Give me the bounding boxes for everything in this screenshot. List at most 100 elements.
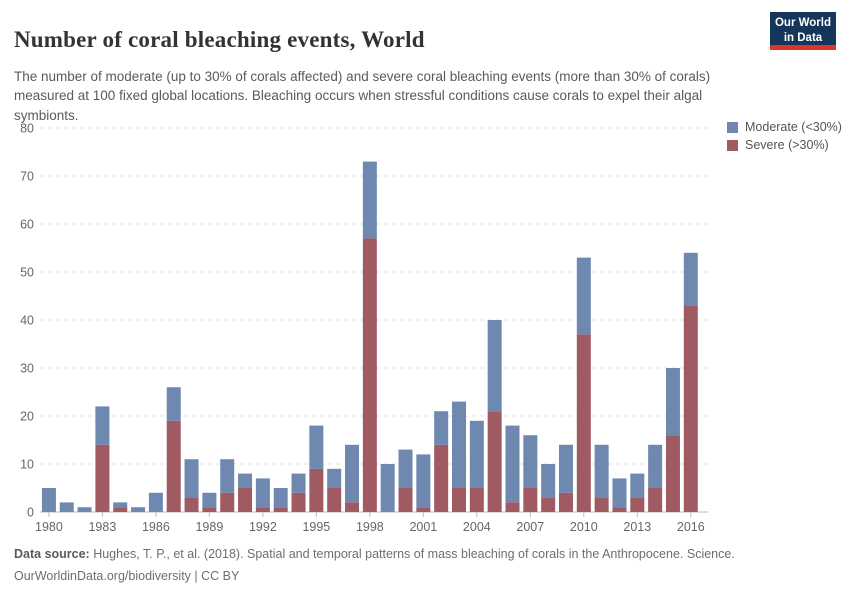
bar-2007-severe[interactable] bbox=[523, 488, 538, 512]
x-axis-label-2010: 2010 bbox=[570, 520, 598, 534]
bar-2001-severe[interactable] bbox=[416, 507, 431, 512]
x-axis-label-1980: 1980 bbox=[35, 520, 63, 534]
bar-1992-severe[interactable] bbox=[255, 507, 270, 512]
bar-chart: 0 10 20 30 40 50 60 70 80 1980 1983 1986 1989 1992 199… bbox=[20, 122, 708, 534]
bar-1988-severe[interactable] bbox=[184, 497, 199, 512]
bar-2004-severe[interactable] bbox=[469, 488, 484, 512]
y-axis-label-60: 60 bbox=[20, 218, 34, 232]
bar-1985-moderate[interactable] bbox=[131, 507, 146, 512]
bar-2002-severe[interactable] bbox=[434, 444, 449, 512]
bar-2003-severe[interactable] bbox=[452, 488, 467, 512]
bar-2000-severe[interactable] bbox=[398, 488, 413, 512]
bar-2000-moderate[interactable] bbox=[398, 449, 413, 488]
bar-1995-moderate[interactable] bbox=[309, 425, 324, 469]
bar-1996-moderate[interactable] bbox=[327, 468, 342, 488]
bar-2016-severe[interactable] bbox=[683, 305, 698, 512]
bar-2003-moderate[interactable] bbox=[452, 401, 467, 488]
bar-2013-severe[interactable] bbox=[630, 497, 645, 512]
bar-2012-severe[interactable] bbox=[612, 507, 627, 512]
bar-1984-severe[interactable] bbox=[113, 507, 128, 512]
data-source-text: Hughes, T. P., et al. (2018). Spatial an… bbox=[89, 547, 735, 561]
owid-logo-line2: in Data bbox=[783, 31, 823, 44]
bar-1991-severe[interactable] bbox=[238, 488, 253, 512]
bar-1990-moderate[interactable] bbox=[220, 459, 235, 493]
x-axis-label-2001: 2001 bbox=[409, 520, 437, 534]
bar-2009-severe[interactable] bbox=[558, 492, 573, 512]
x-axis-label-1989: 1989 bbox=[195, 520, 223, 534]
bar-1987-severe[interactable] bbox=[166, 420, 181, 512]
x-axis-label-1995: 1995 bbox=[302, 520, 330, 534]
bar-2008-moderate[interactable] bbox=[541, 464, 556, 498]
bar-2006-moderate[interactable] bbox=[505, 425, 520, 503]
x-axis-label-1992: 1992 bbox=[249, 520, 277, 534]
bar-1986-moderate[interactable] bbox=[148, 492, 163, 512]
bar-2014-moderate[interactable] bbox=[648, 444, 663, 488]
data-source-line: Data source: Hughes, T. P., et al. (2018… bbox=[14, 543, 834, 565]
bar-1980-moderate[interactable] bbox=[41, 488, 56, 512]
bar-2002-moderate[interactable] bbox=[434, 411, 449, 445]
bar-2015-severe[interactable] bbox=[665, 435, 680, 512]
chart-subtitle: The number of moderate (up to 30% of cor… bbox=[14, 68, 711, 123]
bar-1983-severe[interactable] bbox=[95, 444, 110, 512]
license-line: OurWorldinData.org/biodiversity | CC BY bbox=[14, 569, 240, 583]
bar-1981-moderate[interactable] bbox=[59, 502, 74, 512]
bar-2005-severe[interactable] bbox=[487, 411, 502, 512]
x-axis-label-1983: 1983 bbox=[88, 520, 116, 534]
bar-2007-moderate[interactable] bbox=[523, 435, 538, 488]
y-axis-label-10: 10 bbox=[20, 458, 34, 472]
bar-2006-severe[interactable] bbox=[505, 502, 520, 512]
page-title: Number of coral bleaching events, World bbox=[14, 27, 425, 53]
bar-2010-severe[interactable] bbox=[576, 334, 591, 512]
bar-1988-moderate[interactable] bbox=[184, 459, 199, 498]
bar-1990-severe[interactable] bbox=[220, 492, 235, 512]
y-axis-label-30: 30 bbox=[20, 362, 34, 376]
bar-2015-moderate[interactable] bbox=[665, 368, 680, 436]
chart-footer: Data source: Hughes, T. P., et al. (2018… bbox=[14, 543, 834, 587]
bar-1997-severe[interactable] bbox=[345, 502, 360, 512]
y-axis-label-40: 40 bbox=[20, 314, 34, 328]
bar-1999-moderate[interactable] bbox=[380, 464, 395, 512]
owid-logo-line1: Our World bbox=[774, 17, 831, 29]
y-axis-label-0: 0 bbox=[27, 506, 34, 520]
y-axis-label-80: 80 bbox=[20, 122, 34, 136]
owid-logo[interactable]: Our World in Data bbox=[770, 12, 836, 50]
bar-1994-severe[interactable] bbox=[291, 492, 306, 512]
bar-2016-moderate[interactable] bbox=[683, 252, 698, 306]
bar-1989-moderate[interactable] bbox=[202, 492, 217, 508]
x-axis-label-1998: 1998 bbox=[356, 520, 384, 534]
bar-2014-severe[interactable] bbox=[648, 488, 663, 512]
bar-2011-severe[interactable] bbox=[594, 497, 609, 512]
bar-1998-moderate[interactable] bbox=[362, 161, 377, 239]
bar-1991-moderate[interactable] bbox=[238, 473, 253, 488]
bar-2012-moderate[interactable] bbox=[612, 478, 627, 508]
bar-2008-severe[interactable] bbox=[541, 497, 556, 512]
legend-item-moderate[interactable]: Moderate (<30%) bbox=[727, 120, 842, 134]
bar-1982-moderate[interactable] bbox=[77, 507, 92, 512]
x-axis-label-2004: 2004 bbox=[463, 520, 491, 534]
bar-1997-moderate[interactable] bbox=[345, 444, 360, 503]
legend-label: Severe (>30%) bbox=[745, 138, 829, 152]
legend-item-severe[interactable]: Severe (>30%) bbox=[727, 138, 842, 152]
bar-1994-moderate[interactable] bbox=[291, 473, 306, 493]
bar-1989-severe[interactable] bbox=[202, 507, 217, 512]
y-axis-label-20: 20 bbox=[20, 410, 34, 424]
bar-2010-moderate[interactable] bbox=[576, 257, 591, 335]
bar-2013-moderate[interactable] bbox=[630, 473, 645, 498]
bar-2011-moderate[interactable] bbox=[594, 444, 609, 498]
legend-swatch-icon bbox=[727, 139, 738, 151]
bar-1992-moderate[interactable] bbox=[255, 478, 270, 508]
x-axis-label-2016: 2016 bbox=[677, 520, 705, 534]
bar-2001-moderate[interactable] bbox=[416, 454, 431, 508]
bar-2009-moderate[interactable] bbox=[558, 444, 573, 493]
bar-1998-severe[interactable] bbox=[362, 238, 377, 512]
bar-1983-moderate[interactable] bbox=[95, 406, 110, 445]
bar-1993-moderate[interactable] bbox=[273, 488, 288, 508]
bar-2005-moderate[interactable] bbox=[487, 320, 502, 412]
bar-1993-severe[interactable] bbox=[273, 507, 288, 512]
bar-1995-severe[interactable] bbox=[309, 468, 324, 512]
bar-1984-moderate[interactable] bbox=[113, 502, 128, 508]
bar-1996-severe[interactable] bbox=[327, 488, 342, 512]
bar-2004-moderate[interactable] bbox=[469, 420, 484, 488]
bar-1987-moderate[interactable] bbox=[166, 387, 181, 421]
